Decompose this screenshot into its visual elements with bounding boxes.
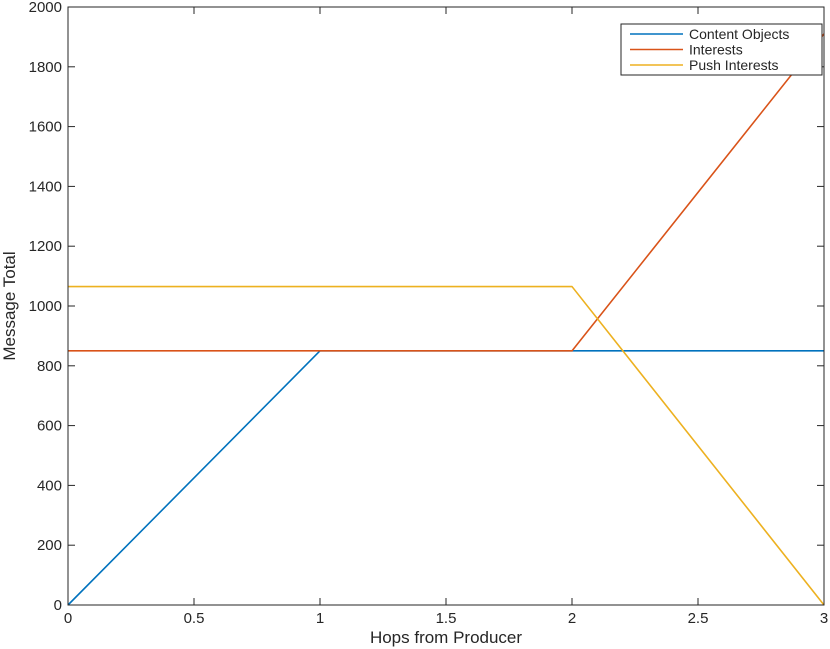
- legend-label: Interests: [689, 42, 743, 58]
- y-tick-label: 0: [54, 597, 62, 614]
- y-tick-label: 1200: [29, 238, 62, 255]
- y-tick-label: 800: [37, 358, 62, 375]
- legend-label: Content Objects: [689, 26, 789, 42]
- y-tick-label: 200: [37, 537, 62, 554]
- x-tick-label: 1: [316, 610, 324, 627]
- y-tick-label: 1400: [29, 178, 62, 195]
- series-layer: [67, 33, 825, 606]
- x-tick-label: 1.5: [436, 610, 457, 627]
- x-tick-label: 2: [568, 610, 576, 627]
- y-axis-title: Message Total: [0, 251, 19, 360]
- y-tick-label: 600: [37, 418, 62, 435]
- series-line-2: [68, 285, 825, 606]
- y-tick-label: 2000: [29, 0, 62, 16]
- x-tick-label: 3: [820, 610, 828, 627]
- series-line-1: [68, 33, 825, 352]
- y-tick-label: 1600: [29, 119, 62, 136]
- legend-label: Push Interests: [689, 57, 779, 73]
- x-axis-title: Hops from Producer: [370, 628, 522, 647]
- x-tick-label: 0.5: [184, 610, 205, 627]
- x-tick-label: 2.5: [688, 610, 709, 627]
- y-tick-label: 1000: [29, 298, 62, 315]
- y-tick-label: 1800: [29, 59, 62, 76]
- y-tick-label: 400: [37, 477, 62, 494]
- x-tick-label: 0: [64, 610, 72, 627]
- ticks-layer: 0 0.5 1 1.5 2 2.5 3 0 200 400 600 800 1000 1200 1400 16…: [29, 0, 829, 627]
